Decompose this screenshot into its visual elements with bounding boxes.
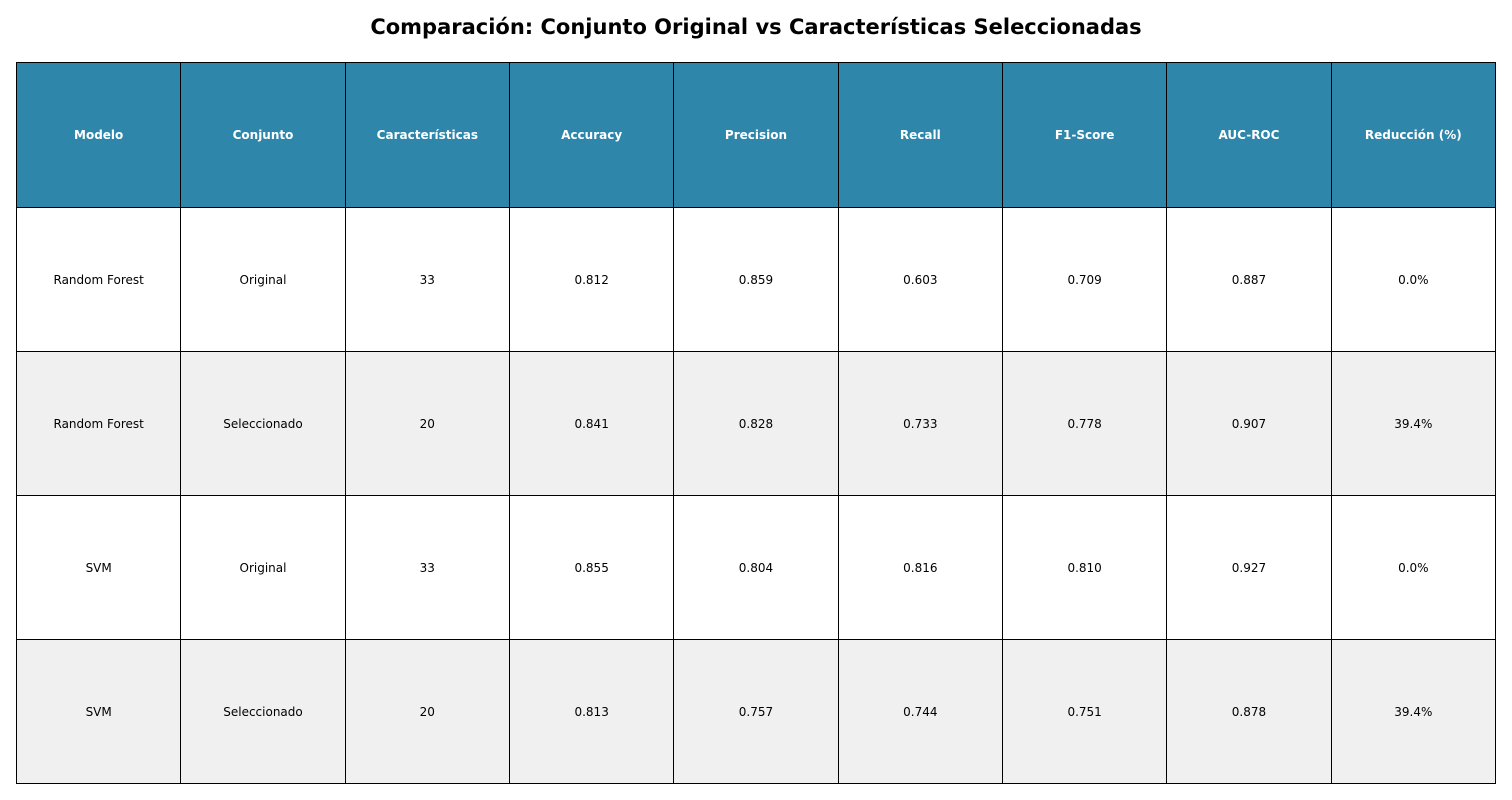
cell-reduccion: 39.4% [1330, 351, 1497, 496]
cell-accuracy: 0.841 [508, 351, 675, 496]
cell-caracteristicas: 33 [344, 495, 510, 640]
table-row: SVM Seleccionado 20 0.813 0.757 0.744 0.… [15, 639, 1497, 784]
cell-recall: 0.603 [837, 207, 1003, 352]
header-conjunto: Conjunto [180, 62, 346, 208]
cell-precision: 0.859 [673, 207, 839, 352]
cell-f1-score: 0.709 [1001, 207, 1168, 352]
table-row: Random Forest Original 33 0.812 0.859 0.… [15, 207, 1497, 352]
cell-recall: 0.744 [837, 639, 1003, 784]
cell-reduccion: 0.0% [1330, 495, 1497, 640]
cell-modelo: Random Forest [15, 207, 182, 352]
header-reduccion: Reducción (%) [1330, 62, 1497, 208]
header-f1-score: F1-Score [1001, 62, 1168, 208]
cell-conjunto: Original [180, 207, 346, 352]
cell-f1-score: 0.778 [1001, 351, 1168, 496]
cell-conjunto: Seleccionado [180, 639, 346, 784]
header-precision: Precision [673, 62, 839, 208]
header-modelo: Modelo [15, 62, 182, 208]
header-caracteristicas: Características [344, 62, 510, 208]
cell-caracteristicas: 33 [344, 207, 510, 352]
header-auc-roc: AUC-ROC [1166, 62, 1332, 208]
header-row: Modelo Conjunto Características Accuracy… [15, 62, 1497, 208]
table-row: Random Forest Seleccionado 20 0.841 0.82… [15, 351, 1497, 496]
cell-precision: 0.804 [673, 495, 839, 640]
cell-auc-roc: 0.887 [1166, 207, 1332, 352]
cell-accuracy: 0.812 [508, 207, 675, 352]
cell-recall: 0.816 [837, 495, 1003, 640]
cell-conjunto: Original [180, 495, 346, 640]
cell-caracteristicas: 20 [344, 351, 510, 496]
cell-accuracy: 0.855 [508, 495, 675, 640]
cell-recall: 0.733 [837, 351, 1003, 496]
cell-conjunto: Seleccionado [180, 351, 346, 496]
cell-f1-score: 0.751 [1001, 639, 1168, 784]
cell-precision: 0.828 [673, 351, 839, 496]
cell-f1-score: 0.810 [1001, 495, 1168, 640]
cell-auc-roc: 0.907 [1166, 351, 1332, 496]
cell-precision: 0.757 [673, 639, 839, 784]
cell-auc-roc: 0.878 [1166, 639, 1332, 784]
chart-title: Comparación: Conjunto Original vs Caract… [370, 15, 1142, 39]
cell-caracteristicas: 20 [344, 639, 510, 784]
table-row: SVM Original 33 0.855 0.804 0.816 0.810 … [15, 495, 1497, 640]
cell-modelo: Random Forest [15, 351, 182, 496]
cell-reduccion: 39.4% [1330, 639, 1497, 784]
cell-accuracy: 0.813 [508, 639, 675, 784]
cell-auc-roc: 0.927 [1166, 495, 1332, 640]
cell-modelo: SVM [15, 639, 182, 784]
comparison-table: Modelo Conjunto Características Accuracy… [15, 62, 1497, 784]
header-accuracy: Accuracy [508, 62, 675, 208]
cell-reduccion: 0.0% [1330, 207, 1497, 352]
cell-modelo: SVM [15, 495, 182, 640]
header-recall: Recall [837, 62, 1003, 208]
